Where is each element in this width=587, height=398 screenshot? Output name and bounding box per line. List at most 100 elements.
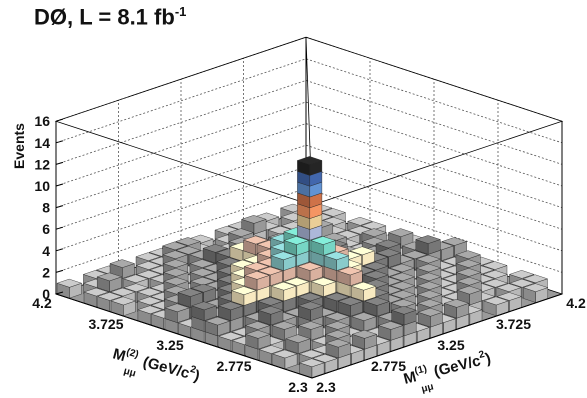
z-tick <box>55 269 64 273</box>
z-axis-title: Events <box>10 123 27 169</box>
bar-top <box>509 278 535 288</box>
bar-top <box>522 274 549 284</box>
bar-top <box>163 276 190 286</box>
bar-top <box>136 287 163 297</box>
bar-top <box>362 261 389 271</box>
z-tick-label: 8 <box>42 200 50 216</box>
z-tick-label: 16 <box>34 113 50 129</box>
bar-top <box>162 250 189 260</box>
y-axis-line <box>55 293 313 379</box>
bar-top <box>415 263 442 273</box>
bar-top <box>189 268 216 277</box>
axis-title-part: (GeV/c <box>137 352 191 382</box>
x-tick-label: 4.2 <box>566 295 586 311</box>
bar-top <box>416 272 442 282</box>
bar-top <box>109 259 136 268</box>
bar-top <box>416 281 443 290</box>
bar-top <box>109 287 136 297</box>
bar-top <box>389 263 415 273</box>
bar-top <box>217 301 244 311</box>
y-axis-title: M(2) μμ (GeV/c2) <box>108 344 202 396</box>
z-tick-label: 12 <box>34 156 50 172</box>
bar-top <box>177 288 204 297</box>
x-tick-label: 2.3 <box>316 379 336 395</box>
bar-top <box>312 354 338 363</box>
x-axis-line <box>311 293 563 379</box>
bar-top <box>189 259 216 268</box>
bar-top <box>189 276 216 286</box>
y-tick-label: 4.2 <box>32 295 52 311</box>
bar-top <box>350 312 377 321</box>
z-tick <box>55 226 64 230</box>
bar-top <box>323 292 350 302</box>
bar-top <box>240 215 267 224</box>
axis-title-part: μμ <box>122 366 137 380</box>
bar-top <box>522 283 549 292</box>
bar-top <box>257 305 284 315</box>
bar-top <box>349 246 376 256</box>
bar-top <box>257 297 284 306</box>
bar-top <box>337 297 364 306</box>
bar-top <box>161 241 188 251</box>
bar-top <box>375 239 402 249</box>
axis-title-part: ) <box>484 350 493 368</box>
bar-top <box>135 252 162 261</box>
z-tick <box>55 118 64 122</box>
bar-top <box>270 251 297 261</box>
chart-title: DØ, L = 8.1 fb-1 <box>34 4 187 30</box>
z-tick <box>55 291 64 295</box>
bar-top <box>455 259 482 268</box>
bar-top <box>482 278 509 288</box>
x-axis-title: M(1) μμ (GeV/c2) <box>401 348 495 398</box>
axis-title-part: μμ <box>420 381 435 395</box>
z-tick-label: 10 <box>34 178 50 194</box>
bar-top <box>244 321 271 330</box>
z-tick-label: 0 <box>42 286 50 302</box>
bar-top <box>56 278 83 288</box>
bar-top <box>496 292 523 301</box>
bar-top <box>283 277 310 287</box>
axis-title-part: M <box>402 368 418 388</box>
bar-top <box>162 268 189 277</box>
bar-top <box>337 266 363 276</box>
bar-top <box>415 235 441 244</box>
axis-title-part: (2) <box>125 347 140 361</box>
bar-top <box>297 292 324 302</box>
z-tick <box>55 161 64 165</box>
z-tick <box>55 248 64 252</box>
bar-top <box>96 272 123 282</box>
bar-top <box>122 274 149 284</box>
bar-top <box>455 268 482 277</box>
bar-top <box>323 251 350 261</box>
y-tick-label: 3.725 <box>88 316 123 332</box>
bar-top <box>110 296 137 306</box>
bar-top <box>416 290 443 299</box>
z-tick <box>55 205 64 209</box>
bar-top <box>136 296 163 306</box>
bar-top <box>456 285 483 295</box>
bar-top <box>83 287 110 297</box>
bar-top <box>271 321 298 330</box>
axis-title-part: (GeV/c <box>428 352 482 381</box>
bar-top <box>389 281 416 290</box>
bar-top <box>325 338 352 348</box>
y-tick-label: 2.3 <box>288 379 308 395</box>
bar-top <box>135 270 162 279</box>
bar-top <box>324 312 351 321</box>
bar-top <box>310 277 337 287</box>
z-tick-label: 2 <box>42 264 50 280</box>
bar-top <box>387 228 414 237</box>
bar-top <box>123 283 149 292</box>
bar-top <box>443 299 470 308</box>
x-tick-label: 3.25 <box>437 337 464 353</box>
bar-top <box>230 286 257 295</box>
bar-top <box>347 216 373 226</box>
bar-top <box>297 321 324 330</box>
bar-top <box>285 334 311 344</box>
bar-top <box>389 272 416 282</box>
bar-top <box>415 254 442 264</box>
bar-top <box>361 228 388 237</box>
bar-top <box>483 296 509 306</box>
bar-top <box>456 276 483 286</box>
